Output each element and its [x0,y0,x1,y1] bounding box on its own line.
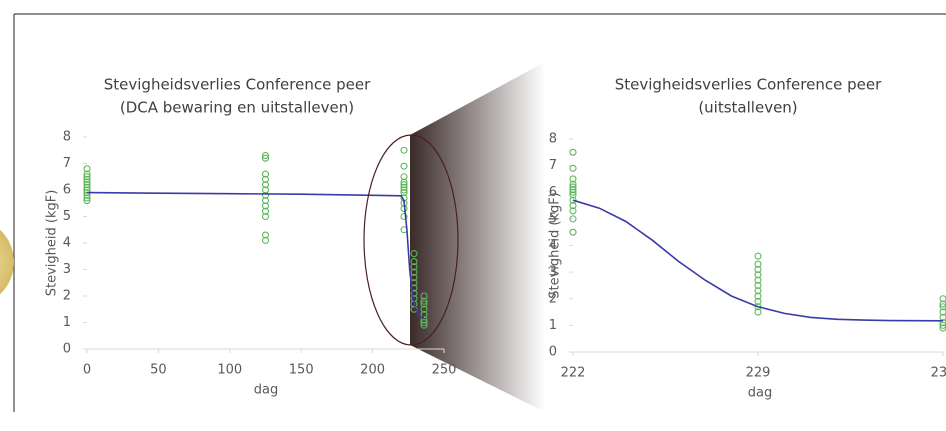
chart-title: (DCA bewaring en uitstalleven) [120,99,354,117]
chart: Stevigheidsverlies Conference peer (DCA b… [0,0,946,427]
y-tick-label: 5 [63,209,71,224]
y-tick-label: 2 [63,289,71,304]
x-tick-label: 250 [432,363,457,378]
y-tick-label: 7 [63,156,71,171]
chart-title: Stevigheidsverlies Conference peer [615,76,882,94]
x-tick-label: 229 [746,366,771,381]
fit-line [87,193,424,318]
chart-title: (uitstalleven) [698,99,797,117]
zoom-wedge [410,62,545,412]
y-axis-label: Stevigheid (kgF) [548,192,563,299]
y-tick-label: 0 [63,342,71,357]
y-tick-label: 7 [549,158,557,173]
x-tick-label: 150 [289,363,314,378]
x-tick-label: 222 [561,366,586,381]
x-tick-label: 200 [360,363,385,378]
page: {"chart_data": [ {"type": "scatter", "ti… [0,0,946,427]
chart-title: Stevigheidsverlies Conference peer [104,76,371,94]
y-tick-label: 0 [549,345,557,360]
decoration-circle [0,218,14,306]
x-axis-label: dag [254,383,278,398]
y-tick-label: 8 [549,132,557,147]
x-axis-label: dag [748,386,772,401]
x-tick-label: 50 [150,363,167,378]
y-tick-label: 8 [63,130,71,145]
x-tick-label: 100 [217,363,242,378]
y-tick-label: 4 [63,236,71,251]
y-tick-label: 3 [63,262,71,277]
data-point [401,163,407,169]
x-tick-label: 0 [83,363,91,378]
y-tick-label: 1 [549,318,557,333]
y-tick-label: 1 [63,315,71,330]
data-point [401,147,407,153]
y-axis-label: Stevigheid (kgF) [45,190,60,297]
y-tick-label: 6 [63,183,71,198]
x-tick-label: 236 [931,366,946,381]
